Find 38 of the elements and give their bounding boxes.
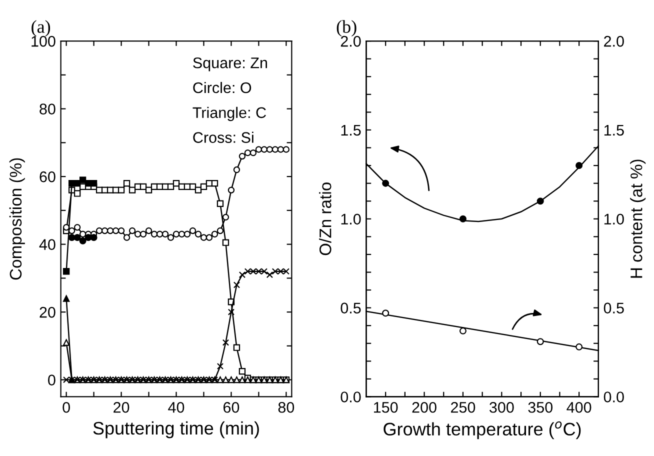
y-tick-label: 2.0 <box>340 36 361 47</box>
y-axis-title: O/Zn ratio <box>319 182 332 256</box>
y-tick-label: 0.0 <box>340 392 361 402</box>
y2-tick-label: 1.5 <box>604 124 624 136</box>
chart-title: (b) <box>336 20 356 37</box>
x-tick-label: 200 <box>412 402 436 413</box>
x-tick-label: 300 <box>490 402 514 413</box>
annotation: Square: Zn <box>193 57 268 72</box>
x-tick-label: 0 <box>62 402 70 413</box>
y-axis-title: Composition (%) <box>9 158 25 280</box>
y-tick-label: 0 <box>48 374 56 386</box>
y-tick-label: 40 <box>39 239 56 250</box>
y2-tick-label: 0.5 <box>604 302 624 314</box>
y2-tick-label: 1.0 <box>604 214 624 225</box>
y2-tick-label: 0.0 <box>604 392 624 402</box>
annotation: Circle: O <box>193 82 252 94</box>
x-tick-label: 20 <box>114 402 130 413</box>
y-tick-label: 80 <box>40 104 56 114</box>
y-tick-label: 1.0 <box>341 214 361 225</box>
x-tick-label: 400 <box>566 402 592 413</box>
y-tick-label: 20 <box>40 306 56 318</box>
x-axis-title: Growth temperature ($^{o}$C) <box>384 421 581 440</box>
y2-tick-label: 2.0 <box>604 36 624 47</box>
y-tick-label: 60 <box>40 171 56 182</box>
y-tick-label: 100 <box>32 36 56 47</box>
x-tick-label: 80 <box>278 402 294 413</box>
x-axis-title: Sputtering time (min) <box>93 421 259 438</box>
y2-axis-title: H content (at %) <box>630 160 646 278</box>
y-tick-label: 1.5 <box>341 124 361 136</box>
x-tick-label: 60 <box>224 402 240 413</box>
annotation: Cross: Si <box>193 132 254 143</box>
y-tick-label: 0.5 <box>340 302 361 314</box>
x-tick-label: 40 <box>168 402 184 413</box>
chart-title: (a) <box>32 20 50 37</box>
annotation: Triangle: C <box>192 106 266 122</box>
x-tick-label: 350 <box>528 402 553 413</box>
x-tick-label: 250 <box>451 402 476 413</box>
x-tick-label: 150 <box>374 402 398 413</box>
